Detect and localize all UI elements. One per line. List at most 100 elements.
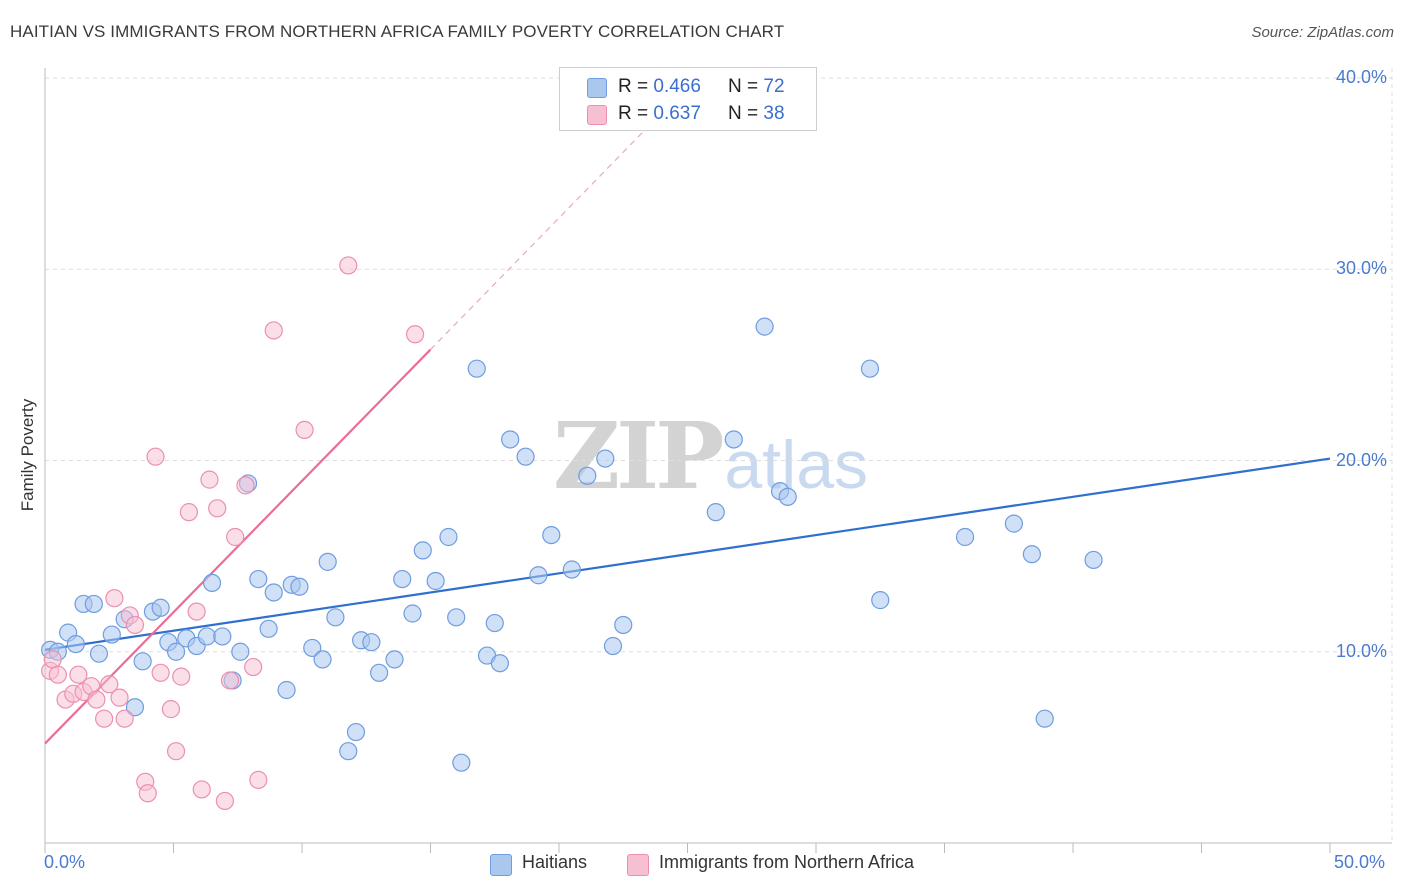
legend-swatch-blue: [587, 78, 607, 98]
point-northern-africa-22: [172, 667, 191, 686]
point-haitians-26: [277, 680, 296, 700]
point-northern-africa-26: [200, 470, 219, 489]
point-haitians-7: [102, 625, 121, 644]
point-haitians-39: [393, 569, 412, 589]
gridlines: [45, 68, 1393, 843]
point-northern-africa-30: [226, 527, 245, 547]
point-northern-africa-21: [166, 742, 186, 761]
legend-r-haitians: R = 0.466: [618, 76, 701, 97]
legend-r-northern-africa: R = 0.637: [618, 103, 701, 124]
point-haitians-45: [452, 753, 471, 772]
point-haitians-44: [447, 608, 466, 627]
point-northern-africa-28: [215, 791, 234, 811]
point-northern-africa-12: [110, 688, 129, 707]
point-northern-africa-20: [161, 700, 181, 719]
point-haitians-56: [596, 449, 615, 468]
point-haitians-63: [778, 487, 797, 506]
point-haitians-65: [871, 591, 890, 610]
y-tick-label-20: 20.0%: [1336, 449, 1388, 470]
point-haitians-60: [724, 430, 743, 449]
point-northern-africa-37: [405, 325, 425, 344]
point-haitians-50: [501, 430, 520, 449]
point-northern-africa-23: [179, 503, 199, 522]
point-haitians-36: [362, 633, 381, 652]
point-haitians-23: [249, 569, 268, 589]
point-northern-africa-31: [236, 476, 255, 495]
trend-line-northern-africa-extension: [430, 125, 650, 350]
point-haitians-18: [202, 573, 222, 593]
point-haitians-67: [1004, 514, 1023, 533]
point-northern-africa-19: [151, 663, 170, 682]
watermark-atlas: atlas: [724, 427, 869, 503]
bottom-legend-label-northern-africa: Immigrants from Northern Africa: [659, 852, 915, 872]
point-haitians-17: [197, 627, 217, 646]
correlation-legend: R = 0.466 N = 72 R = 0.637 N = 38: [559, 67, 817, 131]
point-haitians-41: [413, 541, 432, 560]
point-haitians-49: [490, 654, 509, 673]
point-haitians-14: [166, 642, 186, 661]
point-northern-africa-15: [125, 615, 145, 635]
point-haitians-46: [467, 359, 486, 378]
point-northern-africa-8: [87, 690, 106, 709]
point-haitians-53: [542, 525, 561, 545]
point-haitians-28: [290, 577, 309, 596]
point-haitians-51: [516, 447, 535, 466]
point-haitians-9: [125, 698, 145, 717]
point-northern-africa-2: [48, 665, 67, 684]
point-northern-africa-34: [264, 321, 283, 340]
point-haitians-61: [755, 317, 774, 336]
point-haitians-54: [562, 560, 581, 579]
point-northern-africa-17: [138, 784, 157, 803]
point-northern-africa-33: [249, 770, 268, 789]
trend-line-haitians: [44, 457, 1331, 651]
point-northern-africa-29: [220, 671, 240, 690]
data-points: [41, 256, 1103, 811]
watermark: ZIPatlas: [553, 402, 868, 510]
point-northern-africa-25: [192, 780, 211, 799]
axes: [44, 68, 1392, 853]
point-northern-africa-24: [187, 602, 206, 621]
point-northern-africa-35: [295, 420, 314, 439]
y-tick-label-10: 10.0%: [1336, 640, 1388, 661]
watermark-zip: ZIP: [553, 402, 724, 510]
point-haitians-69: [1035, 709, 1054, 728]
point-haitians-70: [1084, 550, 1103, 570]
point-haitians-38: [385, 650, 404, 669]
point-haitians-19: [213, 627, 232, 646]
y-tick-label-30: 30.0%: [1336, 258, 1388, 279]
point-haitians-42: [426, 571, 445, 591]
legend-n-haitians: N = 72: [728, 76, 785, 97]
bottom-legend-swatch-blue: [490, 854, 512, 876]
point-northern-africa-18: [146, 447, 165, 466]
point-haitians-10: [133, 652, 152, 671]
point-haitians-66: [955, 527, 975, 547]
point-northern-africa-13: [115, 709, 134, 728]
y-tick-label-40: 40.0%: [1336, 67, 1388, 87]
point-northern-africa-9: [95, 709, 114, 728]
point-haitians-43: [439, 527, 458, 547]
point-haitians-58: [614, 615, 633, 635]
point-haitians-37: [370, 663, 389, 682]
x-tick-label-min: 0.0%: [44, 852, 86, 872]
point-haitians-5: [84, 594, 103, 614]
point-haitians-32: [326, 608, 345, 627]
point-northern-africa-32: [244, 657, 263, 677]
bottom-legend-swatch-pink: [627, 854, 649, 876]
legend-n-northern-africa: N = 38: [728, 103, 785, 124]
point-northern-africa-5: [69, 665, 88, 684]
point-haitians-31: [318, 552, 337, 571]
point-haitians-29: [303, 638, 322, 658]
point-haitians-57: [603, 636, 623, 656]
point-haitians-52: [529, 566, 548, 585]
point-haitians-59: [706, 503, 725, 522]
point-northern-africa-1: [43, 650, 62, 669]
point-haitians-21: [231, 642, 250, 661]
point-haitians-55: [578, 466, 597, 485]
point-haitians-6: [89, 644, 109, 663]
point-haitians-3: [66, 634, 85, 654]
point-haitians-25: [264, 583, 283, 602]
chart-title: HAITIAN VS IMMIGRANTS FROM NORTHERN AFRI…: [10, 22, 785, 41]
point-haitians-33: [339, 742, 358, 761]
point-haitians-12: [151, 598, 170, 617]
